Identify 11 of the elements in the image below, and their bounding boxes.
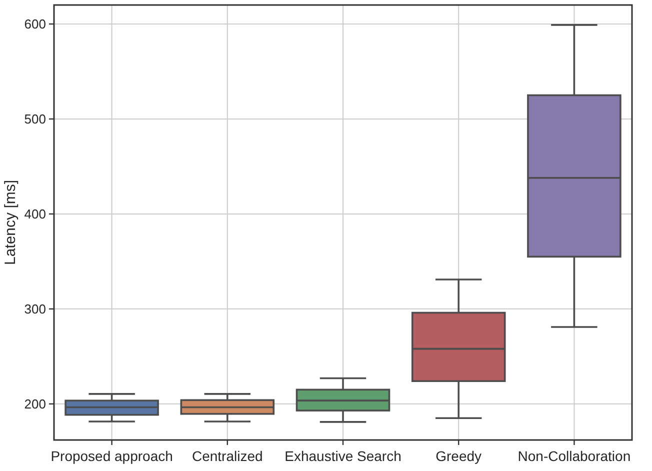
x-tick-label: Exhaustive Search	[284, 448, 402, 464]
y-tick-label: 500	[24, 112, 46, 127]
y-tick-label: 600	[24, 16, 46, 32]
y-tick-label: 300	[24, 301, 46, 316]
y-tick-label: 200	[24, 396, 46, 412]
x-tick-label: Non-Collaboration	[518, 448, 631, 464]
x-tick-label: Proposed approach	[50, 448, 173, 464]
y-axis-title: Latency [ms]	[2, 180, 19, 266]
x-tick-label: Greedy	[436, 448, 482, 464]
y-tick-label: 400	[24, 206, 46, 222]
x-tick-label: Centralized	[192, 448, 263, 464]
